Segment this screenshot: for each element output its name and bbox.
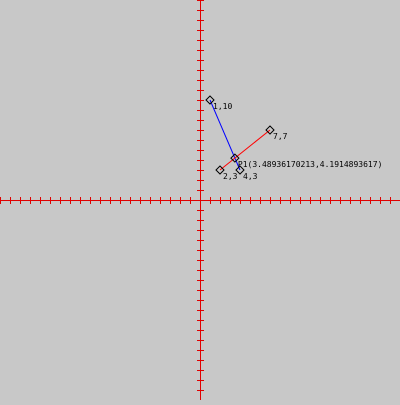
point-label-1-0: 2,3 <box>223 172 238 181</box>
point-label-0-0: 1,10 <box>213 102 232 111</box>
intersection-marker <box>230 153 240 163</box>
point-marker-1-0 <box>215 165 225 175</box>
point-label-1-1: 7,7 <box>273 132 288 141</box>
point-label-0-1: 4,3 <box>243 172 258 181</box>
point-marker-0-1 <box>235 165 245 175</box>
segments <box>209 99 271 171</box>
point-marker-1-1 <box>265 125 275 135</box>
segment-b-line <box>219 129 271 171</box>
point-marker-0-0 <box>205 95 215 105</box>
intersection-label: P1(3.48936170213,4.1914893617) <box>238 160 383 169</box>
point-markers <box>205 95 275 175</box>
point-labels: 1,10 4,3 2,3 7,7 P1(3.48936170213,4.19148936… <box>213 102 382 181</box>
